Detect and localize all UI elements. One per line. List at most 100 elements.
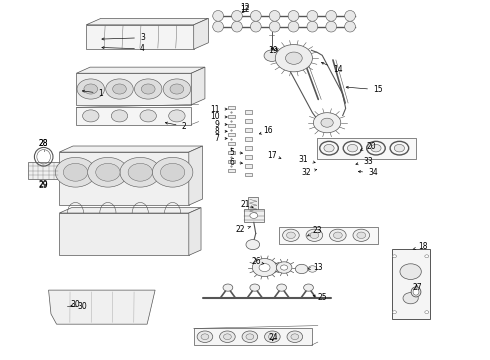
Circle shape	[330, 229, 346, 241]
Text: 16: 16	[259, 126, 273, 135]
Text: 28: 28	[39, 139, 49, 148]
Circle shape	[128, 163, 152, 181]
Polygon shape	[59, 208, 201, 213]
Text: 3: 3	[102, 33, 145, 42]
Bar	[245, 164, 252, 167]
Text: 18: 18	[413, 242, 428, 251]
Circle shape	[201, 334, 209, 339]
Bar	[245, 155, 252, 158]
Text: 25: 25	[313, 293, 327, 302]
Circle shape	[250, 213, 258, 219]
Circle shape	[265, 331, 280, 342]
Ellipse shape	[213, 10, 223, 21]
Text: 4: 4	[102, 44, 145, 53]
Circle shape	[321, 118, 333, 127]
Bar	[228, 151, 235, 154]
Text: 31: 31	[299, 155, 315, 164]
Polygon shape	[59, 213, 189, 255]
Ellipse shape	[344, 21, 355, 32]
Circle shape	[140, 110, 156, 122]
Text: 19: 19	[269, 46, 278, 55]
Circle shape	[259, 264, 270, 271]
Circle shape	[113, 84, 126, 94]
Ellipse shape	[232, 21, 243, 32]
Polygon shape	[49, 290, 155, 324]
Bar	[392, 249, 430, 319]
Circle shape	[252, 258, 277, 276]
Circle shape	[347, 144, 358, 152]
Circle shape	[392, 255, 396, 258]
Circle shape	[134, 79, 162, 99]
Circle shape	[141, 84, 155, 94]
Text: 28: 28	[39, 139, 49, 148]
Circle shape	[223, 334, 231, 339]
Ellipse shape	[213, 21, 223, 32]
Circle shape	[291, 334, 299, 339]
Ellipse shape	[250, 21, 261, 32]
Ellipse shape	[307, 10, 318, 21]
Text: 6: 6	[229, 158, 243, 167]
Text: 23: 23	[307, 226, 322, 236]
Bar	[244, 209, 264, 222]
Polygon shape	[194, 18, 208, 49]
Ellipse shape	[413, 289, 419, 295]
Circle shape	[269, 334, 276, 339]
Ellipse shape	[307, 21, 318, 32]
Circle shape	[161, 163, 185, 181]
Text: 14: 14	[321, 62, 343, 74]
Circle shape	[83, 110, 99, 122]
Bar	[245, 119, 252, 123]
Bar	[228, 159, 235, 163]
Polygon shape	[76, 73, 191, 105]
Circle shape	[425, 311, 429, 314]
Circle shape	[96, 163, 120, 181]
Circle shape	[170, 84, 184, 94]
Circle shape	[88, 157, 128, 187]
Circle shape	[333, 232, 342, 238]
Bar	[245, 110, 252, 114]
Text: 21: 21	[241, 200, 253, 209]
Circle shape	[403, 293, 418, 304]
Text: 2: 2	[165, 122, 186, 131]
Bar	[194, 328, 312, 345]
Text: 15: 15	[346, 85, 383, 94]
Text: 26: 26	[251, 257, 264, 266]
Circle shape	[275, 45, 313, 72]
Polygon shape	[59, 152, 189, 205]
Text: 13: 13	[308, 263, 323, 272]
Text: 22: 22	[236, 225, 250, 234]
Text: 30: 30	[70, 300, 80, 309]
Bar	[248, 197, 258, 217]
Circle shape	[220, 331, 235, 342]
Text: 17: 17	[267, 151, 281, 160]
Circle shape	[77, 79, 104, 99]
Circle shape	[306, 229, 323, 241]
Text: 27: 27	[412, 283, 422, 292]
Text: 19: 19	[270, 48, 279, 57]
Bar	[245, 146, 252, 150]
Polygon shape	[86, 18, 208, 25]
Text: 5: 5	[229, 148, 243, 157]
Bar	[228, 106, 235, 109]
Circle shape	[223, 284, 233, 291]
Bar	[245, 128, 252, 132]
Bar	[76, 107, 191, 125]
Circle shape	[120, 157, 161, 187]
Circle shape	[324, 144, 334, 152]
Circle shape	[169, 110, 185, 122]
Bar	[228, 168, 235, 172]
Text: 7: 7	[215, 134, 227, 143]
Ellipse shape	[232, 10, 243, 21]
Circle shape	[392, 311, 396, 314]
Circle shape	[425, 255, 429, 258]
Text: 12: 12	[240, 5, 250, 14]
Bar	[27, 162, 59, 179]
Ellipse shape	[411, 287, 421, 297]
Circle shape	[287, 232, 295, 238]
Circle shape	[111, 110, 128, 122]
Circle shape	[264, 50, 280, 62]
Circle shape	[287, 331, 303, 342]
Ellipse shape	[344, 10, 355, 21]
Polygon shape	[189, 146, 202, 205]
Text: 8: 8	[215, 127, 227, 136]
